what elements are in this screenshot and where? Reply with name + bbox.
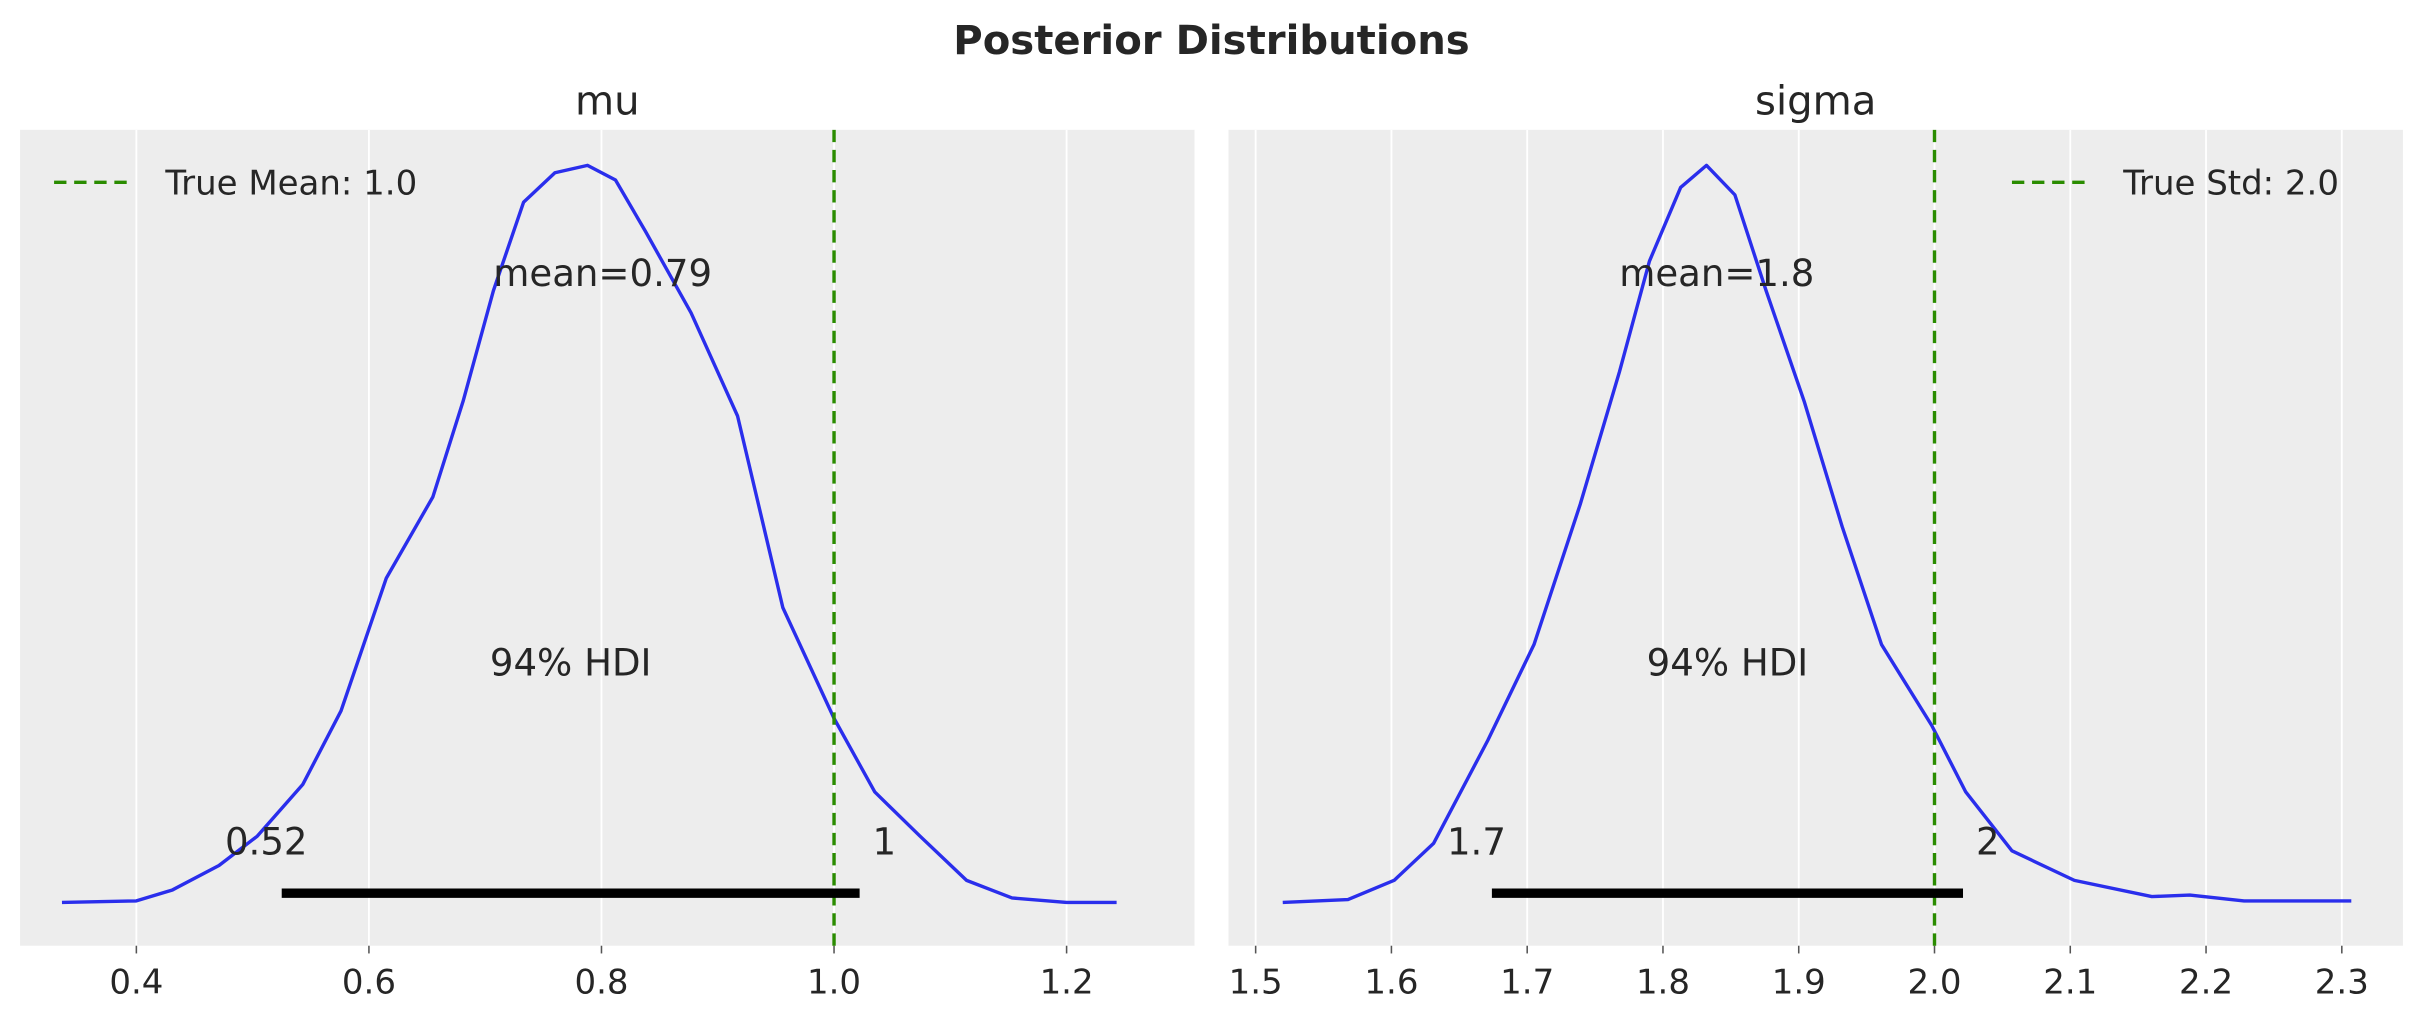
legend: True Std: 2.0 — [2011, 164, 2339, 204]
subplot-title: sigma — [1755, 78, 1876, 124]
x-tick-label: 0.8 — [574, 963, 628, 1003]
panel-sigma: sigma 1.5 1.6 1.7 1.8 1.9 2.0 2.1 2.2 2.3 1.7 2 94% … — [1228, 78, 2403, 1003]
x-tick-label: 2.2 — [2179, 963, 2233, 1003]
subplot-title: mu — [575, 78, 640, 124]
legend: True Mean: 1.0 — [54, 164, 417, 204]
x-tick-label: 1.6 — [1364, 963, 1418, 1003]
plot-area — [20, 129, 1195, 946]
density-curve — [61, 163, 1117, 905]
hdi-label: 94% HDI — [490, 641, 652, 684]
x-tick-label: 0.6 — [342, 963, 396, 1003]
hdi-low-label: 1.7 — [1447, 821, 1506, 864]
x-tick-label: 1.8 — [1636, 963, 1690, 1003]
hdi-high-label: 2 — [1976, 821, 2000, 864]
x-tick-label: 1.2 — [1040, 963, 1094, 1003]
x-tick-label: 2.0 — [1907, 963, 1961, 1003]
density-curve — [1282, 163, 2352, 905]
x-tick-label: 1.7 — [1500, 963, 1554, 1003]
panel-mu: mu 0.4 0.6 0.8 1.0 1.2 0.52 1 94% HDI mean=0.79 Tr… — [20, 78, 1195, 1003]
legend-label: True Mean: 1.0 — [164, 164, 417, 204]
figure-title: Posterior Distributions — [953, 18, 1469, 64]
hdi-label: 94% HDI — [1647, 641, 1809, 684]
legend-label: True Std: 2.0 — [2122, 164, 2339, 204]
mean-label: mean=0.79 — [493, 252, 712, 295]
x-tick-label: 2.1 — [2043, 963, 2097, 1003]
x-tick-label: 1.9 — [1772, 963, 1826, 1003]
x-tick-label: 1.5 — [1229, 963, 1283, 1003]
plot-area — [1228, 129, 2403, 946]
x-tick-label: 0.4 — [109, 963, 163, 1003]
x-tick-label: 1.0 — [807, 963, 861, 1003]
hdi-low-label: 0.52 — [225, 821, 308, 864]
hdi-high-label: 1 — [873, 821, 897, 864]
x-tick-label: 2.3 — [2315, 963, 2369, 1003]
mean-label: mean=1.8 — [1619, 252, 1814, 295]
